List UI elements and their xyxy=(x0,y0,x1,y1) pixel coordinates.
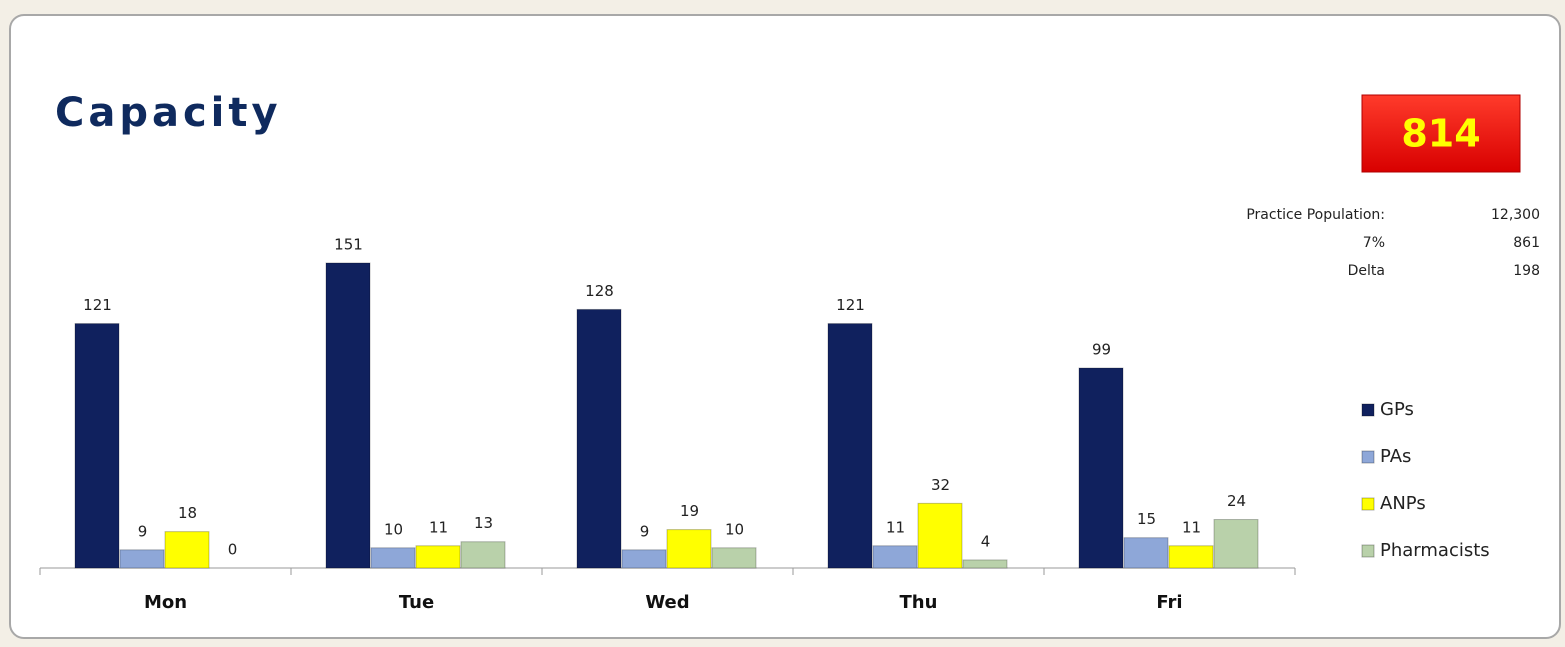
data-label: 24 xyxy=(1227,492,1246,510)
data-label: 121 xyxy=(836,296,865,314)
data-label: 15 xyxy=(1137,510,1156,528)
x-tick-label: Thu xyxy=(900,592,938,613)
bar xyxy=(460,541,506,569)
x-tick-label: Mon xyxy=(144,592,187,613)
stat-label: Delta xyxy=(1348,263,1385,279)
bar xyxy=(872,545,918,569)
legend-swatch xyxy=(1361,450,1375,464)
data-label: 13 xyxy=(474,514,493,532)
stat-label: Practice Population: xyxy=(1246,207,1385,223)
bar xyxy=(827,323,873,569)
bar xyxy=(962,559,1008,569)
stat-value: 198 xyxy=(1513,263,1540,279)
data-label: 18 xyxy=(178,504,197,522)
data-label: 11 xyxy=(429,518,448,536)
total-box xyxy=(1361,94,1521,173)
legend-label: ANPs xyxy=(1380,493,1426,514)
legend-label: Pharmacists xyxy=(1380,540,1490,561)
bar xyxy=(917,502,963,569)
bar xyxy=(1123,537,1169,569)
data-label: 121 xyxy=(83,296,112,314)
data-label: 151 xyxy=(334,235,363,253)
bar xyxy=(711,547,757,569)
bar xyxy=(1213,519,1259,569)
legend-swatch xyxy=(1361,403,1375,417)
bar xyxy=(666,529,712,569)
legend-swatch xyxy=(1361,497,1375,511)
x-tick-label: Tue xyxy=(399,592,434,613)
data-label: 99 xyxy=(1092,341,1111,359)
bar xyxy=(325,262,371,569)
data-label: 11 xyxy=(1182,518,1201,536)
bar xyxy=(621,549,667,569)
data-label: 9 xyxy=(640,522,650,540)
bar xyxy=(1168,545,1214,569)
bar xyxy=(164,531,210,569)
bar xyxy=(576,308,622,569)
stat-label: 7% xyxy=(1363,235,1385,251)
data-label: 128 xyxy=(585,282,614,300)
x-tick-label: Wed xyxy=(645,592,689,613)
data-label: 10 xyxy=(384,520,403,538)
bar xyxy=(74,323,120,569)
x-tick-label: Fri xyxy=(1156,592,1182,613)
bar xyxy=(119,549,165,569)
bar xyxy=(370,547,416,569)
chart-title: Capacity xyxy=(55,90,282,136)
legend-label: PAs xyxy=(1380,446,1411,467)
data-label: 11 xyxy=(886,518,905,536)
total-value: 814 xyxy=(1401,112,1480,156)
data-label: 10 xyxy=(725,520,744,538)
bar xyxy=(415,545,461,569)
data-label: 32 xyxy=(931,476,950,494)
legend-swatch xyxy=(1361,544,1375,558)
data-label: 19 xyxy=(680,502,699,520)
panel xyxy=(9,14,1561,639)
stat-value: 12,300 xyxy=(1491,207,1540,223)
legend-label: GPs xyxy=(1380,399,1414,420)
data-label: 0 xyxy=(228,541,238,559)
data-label: 4 xyxy=(981,532,991,550)
data-label: 9 xyxy=(138,522,148,540)
bar xyxy=(1078,367,1124,569)
stat-value: 861 xyxy=(1513,235,1540,251)
